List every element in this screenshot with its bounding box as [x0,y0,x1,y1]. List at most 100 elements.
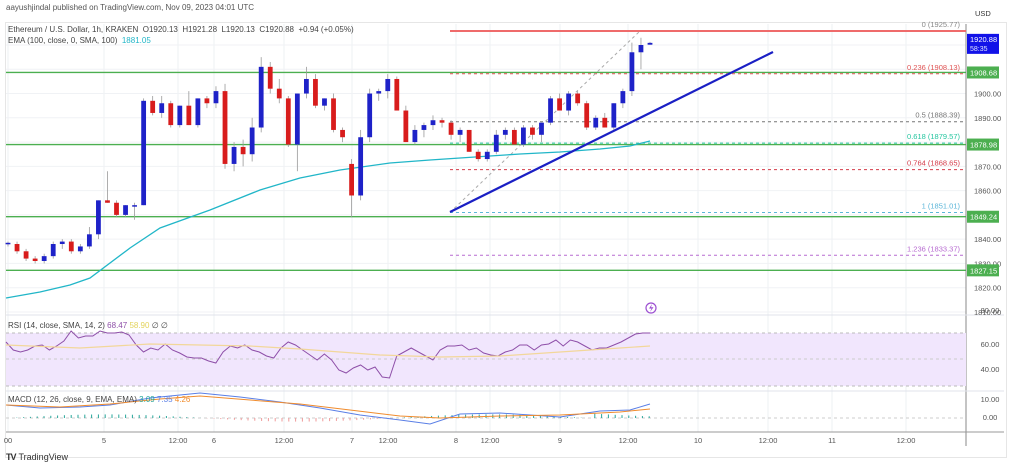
candle[interactable] [521,125,526,147]
candle[interactable] [77,244,83,254]
candle[interactable] [367,88,373,143]
candle[interactable] [548,95,553,126]
candle[interactable] [5,241,11,247]
candle[interactable] [186,91,192,126]
time-tick-label: 9 [558,436,562,445]
candle[interactable] [86,227,92,249]
candle[interactable] [96,200,101,240]
candle[interactable] [575,91,581,106]
candle[interactable] [502,127,508,140]
rsi-sma-line[interactable] [5,343,651,358]
candle[interactable] [457,127,463,143]
rsi-label[interactable]: RSI (14, close, SMA, 14, 2) [8,321,105,330]
candle[interactable] [475,149,481,162]
candle[interactable] [584,100,590,130]
candle[interactable] [439,117,445,128]
candle[interactable] [566,91,572,116]
price-tick-label: 1860.00 [974,187,1001,196]
candle-body [629,52,635,92]
candle[interactable] [313,74,318,109]
symbol-label[interactable]: Ethereum / U.S. Dollar, 1h, KRAKEN [8,25,139,34]
macd-line[interactable] [5,392,651,425]
candle[interactable] [602,112,608,128]
ascending-trendline[interactable] [449,51,774,213]
candle[interactable] [349,159,355,218]
candle[interactable] [638,37,644,70]
candle[interactable] [647,41,653,45]
candle[interactable] [132,202,137,220]
candle[interactable] [204,95,210,109]
ema-100-line[interactable] [5,140,651,299]
candle[interactable] [177,105,183,128]
ema-label[interactable]: EMA (100, close, 0, SMA, 100) [8,36,118,45]
candle[interactable] [593,115,599,130]
candle[interactable] [231,142,237,172]
candle[interactable] [412,125,418,145]
macd-label[interactable]: MACD (12, 26, close, 9, EMA, EMA) [8,395,137,404]
candle[interactable] [403,105,409,143]
candle[interactable] [23,248,29,262]
candle[interactable] [539,122,544,143]
candle[interactable] [331,93,336,133]
candle[interactable] [448,120,454,140]
candle[interactable] [68,239,74,254]
candle[interactable] [430,115,436,130]
candle[interactable] [611,103,617,130]
candle[interactable] [105,171,110,203]
candle[interactable] [303,66,309,99]
rsi-line[interactable] [5,330,650,379]
price-level-badge [967,66,999,79]
fib-level-label: 1.236 (1833.37) [907,244,960,253]
candle-body [349,163,355,196]
candle[interactable] [32,256,38,264]
candle[interactable] [530,125,535,140]
candle[interactable] [59,239,65,249]
candle[interactable] [150,95,156,116]
candle[interactable] [620,88,626,109]
candle[interactable] [222,83,228,169]
candle[interactable] [629,42,635,96]
candle[interactable] [249,117,255,162]
price-level-badge [967,210,999,223]
candle[interactable] [493,129,499,155]
candle[interactable] [213,86,219,109]
candle[interactable] [358,129,364,201]
candle[interactable] [159,95,165,118]
time-tick-label: 10 [694,436,702,445]
fib-anchor-line[interactable] [449,30,641,213]
candle[interactable] [484,149,490,162]
candle[interactable] [285,95,291,147]
candle[interactable] [114,200,119,218]
candle[interactable] [394,76,400,111]
candle[interactable] [385,74,391,99]
candle[interactable] [322,98,327,111]
candle[interactable] [511,127,517,145]
candle[interactable] [421,122,427,138]
time-tick-label: 12:00 [759,436,778,445]
candle[interactable] [168,100,174,128]
candle[interactable] [294,93,300,172]
candle[interactable] [14,241,20,254]
macd-signal-line[interactable] [5,395,651,419]
candle[interactable] [376,88,382,101]
current-price-badge [967,33,999,54]
candle[interactable] [195,98,201,128]
candle[interactable] [466,129,472,152]
candle-body [358,137,364,196]
candle-body [511,129,517,145]
candlestick-series[interactable] [5,37,653,264]
candle[interactable] [258,57,264,133]
tradingview-logo[interactable]: TV TradingView [6,452,68,462]
lightning-event-icon[interactable] [645,302,657,314]
candle[interactable] [276,78,282,104]
candle[interactable] [240,139,246,167]
candle[interactable] [41,253,47,264]
candle[interactable] [340,127,345,143]
candle-body [159,103,165,113]
candle[interactable] [123,205,128,218]
candle[interactable] [557,93,562,111]
candle[interactable] [50,241,56,259]
candle[interactable] [267,61,273,94]
candle[interactable] [141,98,147,206]
